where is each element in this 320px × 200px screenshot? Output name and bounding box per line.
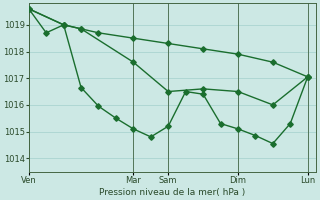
X-axis label: Pression niveau de la mer( hPa ): Pression niveau de la mer( hPa ) bbox=[100, 188, 246, 197]
